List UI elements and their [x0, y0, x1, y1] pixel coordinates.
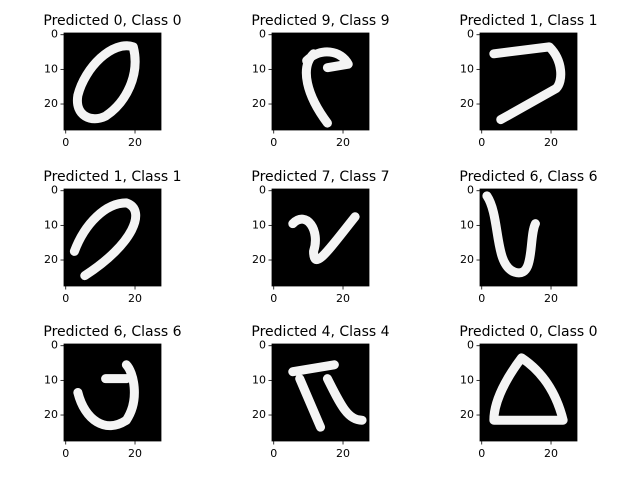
axes-frame: [271, 343, 370, 442]
image-content: [301, 47, 353, 128]
y-tick-label: 0: [467, 339, 474, 352]
y-tick-label: 10: [460, 373, 474, 386]
y-tick-label: 10: [44, 218, 58, 231]
subplot-title: Predicted 1, Class 1: [43, 169, 181, 185]
x-tick-label: 0: [270, 292, 277, 305]
x-tick-label: 20: [128, 447, 142, 460]
image: [272, 189, 369, 286]
x-tick-label: 20: [128, 136, 142, 149]
x-tick-label: 0: [270, 447, 277, 460]
subplot-title: Predicted 7, Class 7: [251, 169, 389, 185]
y-tick-label: 10: [252, 218, 266, 231]
y-tick-label: 0: [259, 28, 266, 41]
image-content: [489, 353, 568, 425]
digit-stroke: [69, 198, 141, 281]
axes-frame: [63, 343, 162, 442]
y-tick-label: 0: [51, 339, 58, 352]
subplot-title: Predicted 0, Class 0: [43, 13, 181, 29]
x-tick-label: 20: [128, 292, 142, 305]
digit-stroke: [489, 353, 568, 425]
x-tick-label: 20: [544, 136, 558, 149]
y-tick-label: 20: [252, 97, 266, 110]
image-content: [482, 191, 540, 278]
y-tick-label: 10: [460, 218, 474, 231]
y-tick-label: 20: [44, 97, 58, 110]
y-tick-label: 0: [259, 184, 266, 197]
axes-frame: [271, 188, 370, 287]
y-tick-label: 10: [44, 62, 58, 75]
y-tick-label: 10: [252, 62, 266, 75]
digit-stroke: [72, 41, 140, 124]
subplot-title: Predicted 4, Class 4: [251, 324, 389, 340]
axes-frame: [479, 188, 578, 287]
subplot-title: Predicted 1, Class 1: [459, 13, 597, 29]
x-tick-label: 20: [544, 447, 558, 460]
image-content: [73, 360, 139, 431]
y-tick-label: 20: [252, 253, 266, 266]
digit-stroke: [482, 191, 540, 278]
x-tick-label: 0: [62, 292, 69, 305]
image-content: [72, 41, 140, 124]
digit-stroke: [489, 42, 566, 125]
y-tick-label: 0: [467, 28, 474, 41]
axes-frame: [479, 343, 578, 442]
subplot-title: Predicted 0, Class 0: [459, 324, 597, 340]
image-content: [489, 42, 566, 125]
image-content: [288, 360, 367, 432]
axes-frame: [63, 188, 162, 287]
x-tick-label: 0: [478, 447, 485, 460]
x-tick-label: 0: [478, 292, 485, 305]
x-tick-label: 20: [336, 292, 350, 305]
digit-stroke: [73, 360, 139, 431]
x-tick-label: 20: [336, 447, 350, 460]
y-tick-label: 20: [44, 253, 58, 266]
y-tick-label: 20: [44, 408, 58, 421]
y-tick-label: 10: [44, 373, 58, 386]
y-tick-label: 20: [460, 253, 474, 266]
x-tick-label: 20: [336, 136, 350, 149]
subplot-title: Predicted 9, Class 9: [251, 13, 389, 29]
y-tick-label: 0: [51, 28, 58, 41]
x-tick-label: 20: [544, 292, 558, 305]
x-tick-label: 0: [62, 136, 69, 149]
image-content: [69, 198, 141, 281]
x-tick-label: 0: [62, 447, 69, 460]
y-tick-label: 20: [252, 408, 266, 421]
axes-frame: [271, 32, 370, 131]
x-tick-label: 0: [270, 136, 277, 149]
axes-frame: [479, 32, 578, 131]
image-content: [288, 212, 360, 265]
y-tick-label: 10: [460, 62, 474, 75]
digit-stroke: [288, 360, 367, 432]
x-tick-label: 0: [478, 136, 485, 149]
subplot-title: Predicted 6, Class 6: [459, 169, 597, 185]
subplot-title: Predicted 6, Class 6: [43, 324, 181, 340]
y-tick-label: 10: [252, 373, 266, 386]
y-tick-label: 0: [467, 184, 474, 197]
y-tick-label: 0: [51, 184, 58, 197]
y-tick-label: 20: [460, 97, 474, 110]
digit-stroke: [301, 47, 353, 128]
y-tick-label: 20: [460, 408, 474, 421]
axes-frame: [63, 32, 162, 131]
y-tick-label: 0: [259, 339, 266, 352]
digit-stroke: [288, 212, 360, 265]
